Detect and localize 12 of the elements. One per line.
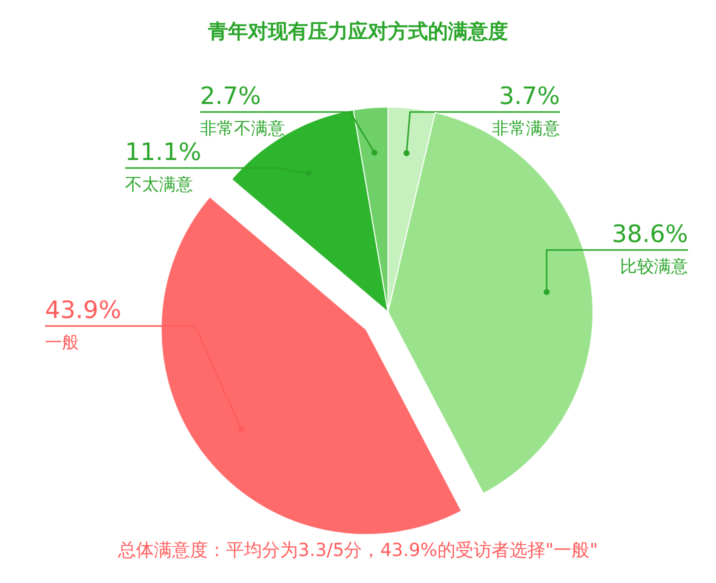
slice-label: 比较满意 [620,257,688,277]
slice-label: 非常满意 [492,119,560,139]
text: 总体满意度：平均分为3.3/5分，43.9%的受访者选择"一般" [117,540,598,561]
chart-title: 青年对现有压力应对方式的满意度 [207,19,508,43]
slice-label: 不太满意 [125,175,193,195]
data-label: 2.7% [200,82,261,110]
slice-label: 一般 [45,333,79,353]
slice-label: 非常不满意 [200,119,285,139]
data-label: 11.1% [125,138,202,166]
data-label: 43.9% [45,296,122,324]
data-label: 3.7% [499,82,560,110]
data-label: 38.6% [612,220,688,248]
